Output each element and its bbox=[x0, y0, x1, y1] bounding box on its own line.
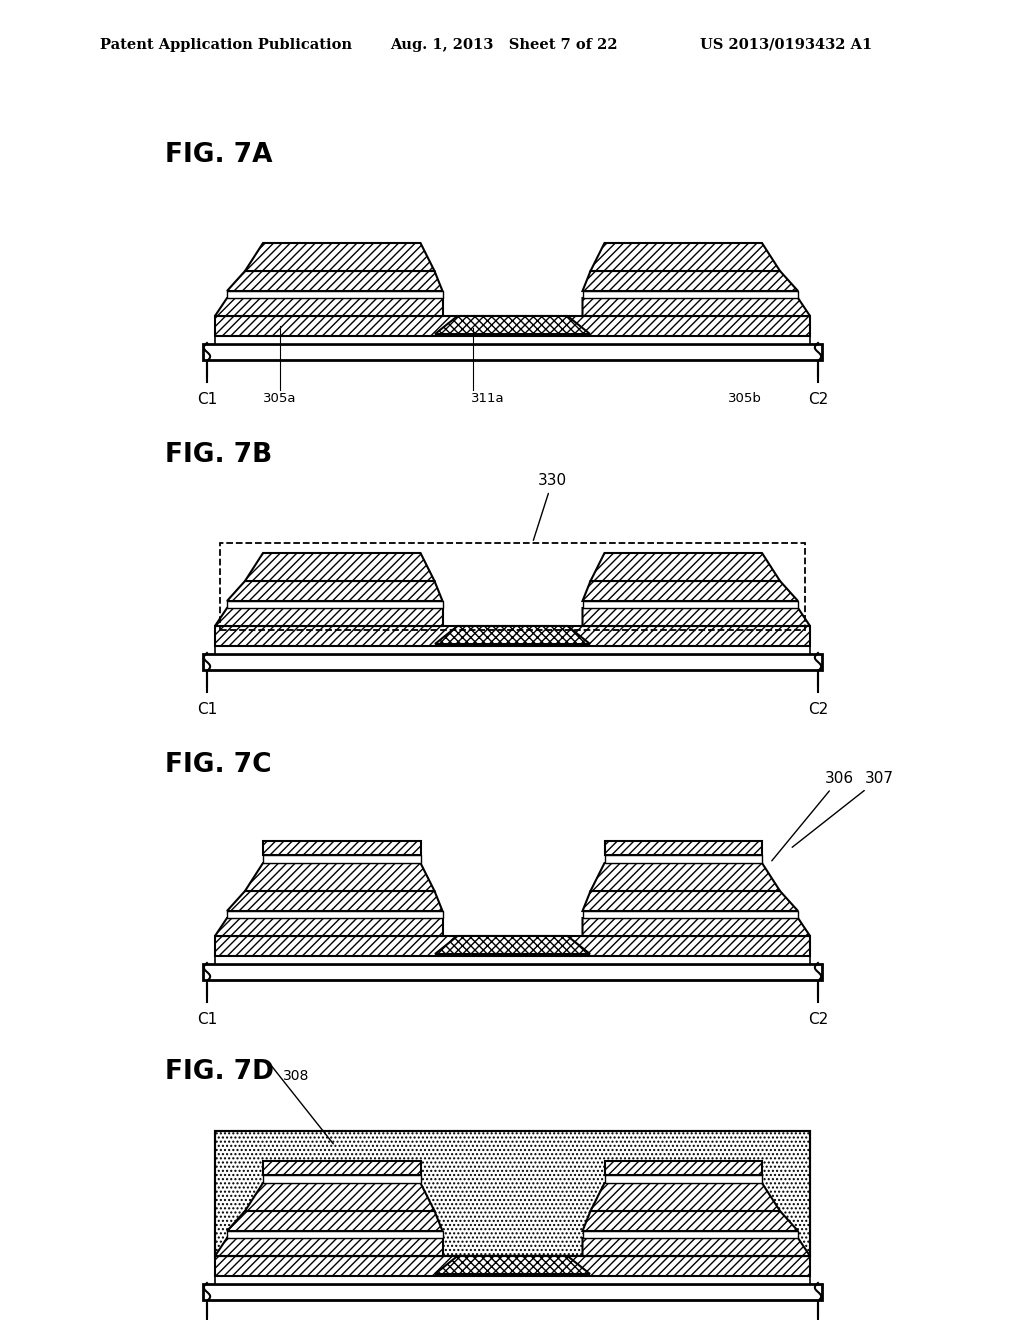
Polygon shape bbox=[215, 936, 810, 956]
Polygon shape bbox=[435, 936, 590, 954]
Polygon shape bbox=[215, 645, 810, 653]
Polygon shape bbox=[227, 911, 442, 917]
Polygon shape bbox=[583, 271, 798, 290]
Polygon shape bbox=[215, 1238, 442, 1257]
Polygon shape bbox=[583, 917, 810, 936]
Text: 306: 306 bbox=[772, 771, 854, 861]
Polygon shape bbox=[227, 581, 442, 601]
Text: C1: C1 bbox=[197, 1012, 217, 1027]
Polygon shape bbox=[583, 290, 798, 298]
Text: Aug. 1, 2013   Sheet 7 of 22: Aug. 1, 2013 Sheet 7 of 22 bbox=[390, 38, 617, 51]
Text: US 2013/0193432 A1: US 2013/0193432 A1 bbox=[700, 38, 872, 51]
Text: 308: 308 bbox=[283, 1069, 309, 1082]
Text: 305a: 305a bbox=[263, 392, 297, 405]
Polygon shape bbox=[227, 271, 442, 290]
Polygon shape bbox=[215, 956, 810, 964]
Polygon shape bbox=[591, 243, 780, 271]
Polygon shape bbox=[263, 1162, 421, 1175]
Polygon shape bbox=[215, 609, 442, 626]
Text: 305b: 305b bbox=[728, 392, 762, 405]
Text: C1: C1 bbox=[197, 392, 217, 407]
Polygon shape bbox=[583, 298, 810, 315]
Text: FIG. 7A: FIG. 7A bbox=[165, 143, 272, 168]
Polygon shape bbox=[245, 1183, 434, 1210]
Polygon shape bbox=[215, 626, 810, 645]
Polygon shape bbox=[604, 1175, 762, 1183]
Bar bbox=[220, 543, 805, 630]
Polygon shape bbox=[215, 917, 442, 936]
Text: FIG. 7D: FIG. 7D bbox=[165, 1059, 274, 1085]
Polygon shape bbox=[583, 891, 798, 911]
Polygon shape bbox=[591, 1183, 780, 1210]
Polygon shape bbox=[435, 626, 590, 644]
Text: FIG. 7C: FIG. 7C bbox=[165, 752, 271, 777]
Text: FIG. 7B: FIG. 7B bbox=[165, 442, 272, 469]
Polygon shape bbox=[583, 609, 810, 626]
Polygon shape bbox=[227, 1210, 442, 1232]
Polygon shape bbox=[203, 345, 822, 360]
Polygon shape bbox=[583, 1232, 798, 1238]
Polygon shape bbox=[263, 855, 421, 863]
Polygon shape bbox=[583, 601, 798, 609]
Polygon shape bbox=[245, 243, 434, 271]
Text: 307: 307 bbox=[793, 771, 894, 847]
Polygon shape bbox=[604, 855, 762, 863]
Polygon shape bbox=[245, 553, 434, 581]
Text: C2: C2 bbox=[808, 1012, 828, 1027]
Polygon shape bbox=[435, 315, 590, 334]
Polygon shape bbox=[583, 911, 798, 917]
Text: C2: C2 bbox=[808, 392, 828, 407]
Polygon shape bbox=[215, 315, 810, 337]
Polygon shape bbox=[227, 891, 442, 911]
Polygon shape bbox=[583, 581, 798, 601]
Polygon shape bbox=[227, 601, 442, 609]
Polygon shape bbox=[215, 1276, 810, 1284]
Polygon shape bbox=[263, 841, 421, 855]
Text: C2: C2 bbox=[808, 702, 828, 717]
Polygon shape bbox=[591, 863, 780, 891]
Text: Patent Application Publication: Patent Application Publication bbox=[100, 38, 352, 51]
Polygon shape bbox=[435, 1257, 590, 1274]
Polygon shape bbox=[203, 964, 822, 979]
Polygon shape bbox=[583, 1238, 810, 1257]
Polygon shape bbox=[604, 1162, 762, 1175]
Text: 311a: 311a bbox=[471, 392, 504, 405]
Polygon shape bbox=[215, 337, 810, 345]
Text: 330: 330 bbox=[534, 473, 567, 540]
Polygon shape bbox=[215, 1131, 810, 1257]
Polygon shape bbox=[227, 290, 442, 298]
Polygon shape bbox=[203, 653, 822, 671]
Polygon shape bbox=[591, 553, 780, 581]
Polygon shape bbox=[227, 1232, 442, 1238]
Polygon shape bbox=[604, 841, 762, 855]
Polygon shape bbox=[215, 1257, 810, 1276]
Text: C1: C1 bbox=[197, 702, 217, 717]
Polygon shape bbox=[203, 1284, 822, 1300]
Polygon shape bbox=[215, 298, 442, 315]
Polygon shape bbox=[583, 1210, 798, 1232]
Polygon shape bbox=[245, 863, 434, 891]
Polygon shape bbox=[263, 1175, 421, 1183]
